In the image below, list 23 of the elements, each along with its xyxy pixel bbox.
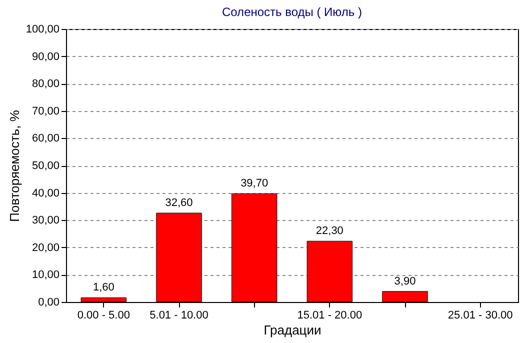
x-tick-label: 15.01 - 20.00	[297, 310, 362, 322]
y-tick-label: 40,00	[32, 187, 60, 200]
y-tick-label: 90,00	[32, 50, 60, 63]
y-tick-label: 60,00	[32, 132, 60, 145]
x-tick-label: 5.01 - 10.00	[150, 310, 208, 322]
data-label: 39,70	[240, 178, 268, 190]
y-tick-label: 0,00	[38, 296, 60, 308]
data-label: 32,60	[165, 197, 193, 209]
y-tick-label: 80,00	[32, 78, 60, 90]
y-axis-title: Повторяемость, %	[6, 110, 22, 222]
x-tick-label: 25.01 - 30.00	[448, 310, 513, 322]
y-tick-label: 70,00	[32, 105, 60, 118]
x-tick-label: 0.00 - 5.00	[77, 310, 130, 322]
chart-title: Соленость воды ( Июль )	[222, 5, 362, 19]
data-label: 22,30	[316, 225, 344, 238]
y-tick-label: 10,00	[32, 269, 60, 282]
x-axis-title: Градации	[264, 322, 322, 338]
y-tick-label: 100,00	[26, 24, 60, 36]
y-tick-label: 30,00	[32, 214, 60, 227]
data-label: 1,60	[92, 282, 114, 294]
data-label: 3,90	[394, 275, 416, 288]
y-tick-label: 50,00	[32, 160, 60, 172]
y-tick-label: 20,00	[32, 242, 60, 254]
